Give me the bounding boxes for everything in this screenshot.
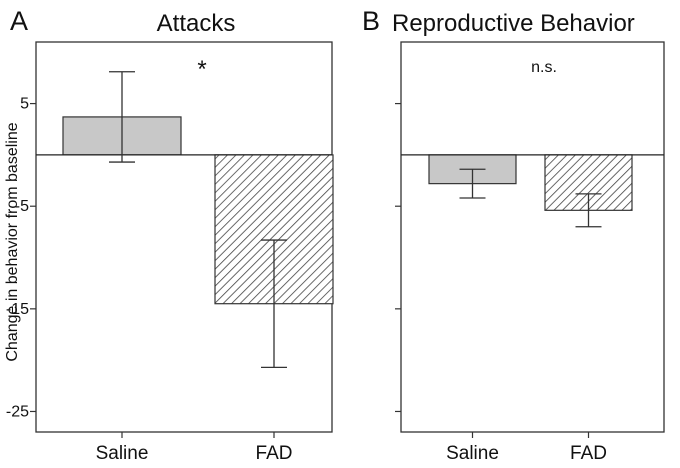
x-category-label: FAD bbox=[570, 443, 607, 464]
error-bar-saline bbox=[109, 71, 135, 163]
panel-letter: B bbox=[362, 6, 380, 36]
x-category-label: Saline bbox=[96, 443, 149, 464]
y-axis-label: Change in behavior from baseline bbox=[4, 122, 21, 361]
chart-title: Attacks bbox=[157, 10, 236, 37]
y-tick-label: -5 bbox=[15, 198, 29, 215]
y-tick-label: -25 bbox=[6, 403, 29, 420]
significance-annotation: * bbox=[197, 56, 206, 83]
panel-letter: A bbox=[10, 6, 28, 36]
error-bar-fad bbox=[261, 239, 287, 368]
y-tick-label: -15 bbox=[6, 301, 29, 318]
error-bar-saline bbox=[459, 168, 486, 199]
panel-b: Saline FAD B Reproductive Behavior n.s. bbox=[362, 6, 665, 464]
x-category-label: FAD bbox=[256, 443, 293, 464]
panel-a: 5 -5 -15 -25 Saline FAD A Attacks * Change in beh… bbox=[4, 6, 334, 464]
x-category-label: Saline bbox=[446, 443, 499, 464]
y-tick-label: 5 bbox=[20, 96, 29, 113]
error-bar-fad bbox=[575, 193, 602, 228]
significance-annotation: n.s. bbox=[531, 59, 557, 76]
plot-frame bbox=[400, 41, 665, 433]
chart-title: Reproductive Behavior bbox=[392, 10, 635, 37]
